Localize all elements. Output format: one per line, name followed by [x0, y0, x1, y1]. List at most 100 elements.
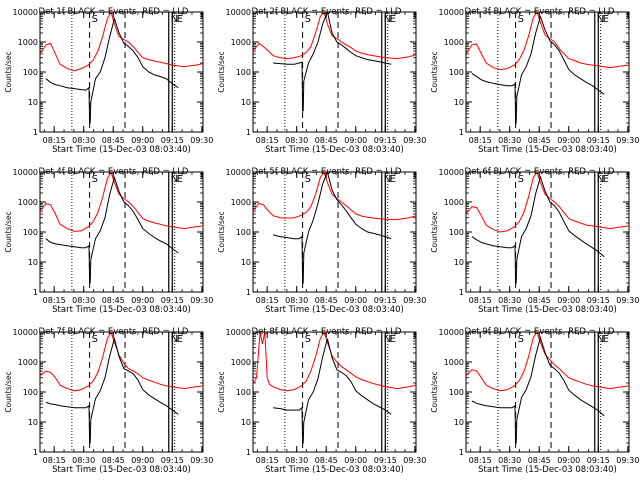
- series-line-events: [45, 175, 179, 284]
- y-tick-label: 10000: [13, 168, 38, 177]
- series-group: [253, 332, 416, 444]
- series-group: [466, 332, 629, 444]
- x-tick-label: 09:30: [616, 456, 639, 465]
- chart-panel-4: 1 10 100 1000 10000 08:15 08:30 08:45 09:00 09:15…: [4, 167, 213, 315]
- y-tick-label: 100: [449, 388, 464, 397]
- series-line-lld: [253, 12, 416, 60]
- x-axis-label: Start Time (15-Dec-03 08:03:40): [478, 305, 617, 315]
- x-tick-label: 09:30: [403, 296, 426, 305]
- y-tick-label: 1000: [444, 198, 464, 207]
- x-tick-label: 09:00: [557, 136, 580, 145]
- series-line-events: [45, 16, 179, 124]
- x-tick-label: 09:00: [344, 296, 367, 305]
- series-line-events: [273, 12, 392, 112]
- series-line-events: [471, 175, 605, 284]
- y-tick-label: 10: [241, 258, 251, 267]
- y-axis-label: Counts/sec: [4, 371, 13, 412]
- y-tick-label: 10: [241, 98, 251, 107]
- series-group: [40, 332, 203, 444]
- x-tick-label: 08:30: [285, 296, 308, 305]
- chart-panel-8: 1 10 100 1000 10000 08:15 08:30 08:45 09:00 09:15…: [217, 327, 426, 475]
- x-tick-label: 09:15: [374, 136, 397, 145]
- x-tick-label: 08:15: [469, 296, 492, 305]
- y-tick-label: 100: [449, 68, 464, 77]
- series-group: [253, 172, 416, 284]
- x-tick-label: 09:30: [190, 456, 213, 465]
- series-line-events: [471, 335, 605, 444]
- y-tick-label: 10: [454, 258, 464, 267]
- y-tick-label: 1000: [231, 198, 251, 207]
- marker-label: S: [518, 174, 524, 185]
- x-tick-label: 09:15: [374, 296, 397, 305]
- series-group: [466, 172, 629, 284]
- series-line-lld: [40, 172, 203, 232]
- y-axis-label: Counts/sec: [217, 211, 226, 252]
- x-tick-label: 08:45: [315, 296, 338, 305]
- x-tick-label: 08:15: [256, 136, 279, 145]
- x-axis-label: Start Time (15-Dec-03 08:03:40): [478, 145, 617, 155]
- chart-title: Det 8f BLACK = Events, RED = LLD: [252, 327, 402, 337]
- x-tick-label: 08:30: [72, 136, 95, 145]
- y-tick-label: 10: [454, 418, 464, 427]
- marker-label: E: [177, 174, 183, 185]
- chart-panel-7: 1 10 100 1000 10000 08:15 08:30 08:45 09:00 09:15…: [4, 327, 213, 475]
- x-tick-label: 09:30: [403, 136, 426, 145]
- x-tick-label: 09:15: [587, 456, 610, 465]
- y-tick-label: 1: [246, 288, 251, 297]
- chart-title: Det 6f BLACK = Events, RED = LLD: [465, 167, 615, 177]
- y-tick-label: 1000: [444, 38, 464, 47]
- marker-label: E: [177, 334, 183, 345]
- x-tick-label: 08:30: [498, 296, 521, 305]
- y-tick-label: 1000: [18, 198, 38, 207]
- plot-frame: [252, 331, 417, 453]
- plot-frame: [252, 11, 417, 133]
- series-line-lld: [253, 172, 416, 221]
- plot-frame: [39, 171, 204, 293]
- chart-title: Det 4f BLACK = Events, RED = LLD: [39, 167, 189, 177]
- x-axis-label: Start Time (15-Dec-03 08:03:40): [478, 465, 617, 475]
- x-tick-label: 09:00: [557, 456, 580, 465]
- marker-label: N: [597, 14, 604, 25]
- y-tick-label: 1000: [18, 358, 38, 367]
- x-tick-label: 09:30: [616, 296, 639, 305]
- y-tick-label: 1: [33, 128, 38, 137]
- y-tick-label: 10000: [226, 328, 251, 337]
- y-tick-label: 1: [33, 448, 38, 457]
- chart-panel-5: 1 10 100 1000 10000 08:15 08:30 08:45 09:00 09:15…: [217, 167, 426, 315]
- chart-panel-6: 1 10 100 1000 10000 08:15 08:30 08:45 09:00 09:15…: [430, 167, 639, 315]
- x-tick-label: 08:30: [285, 136, 308, 145]
- marker-label: N: [171, 334, 178, 345]
- x-tick-label: 08:15: [469, 136, 492, 145]
- series-line-events: [272, 172, 392, 284]
- marker-label: E: [390, 174, 396, 185]
- x-axis-label: Start Time (15-Dec-03 08:03:40): [52, 305, 191, 315]
- series-group: [253, 12, 416, 112]
- x-tick-label: 08:15: [43, 456, 66, 465]
- x-tick-label: 09:00: [344, 136, 367, 145]
- series-group: [40, 12, 203, 124]
- x-tick-label: 09:00: [344, 456, 367, 465]
- chart-panel-3: 1 10 100 1000 10000 08:15 08:30 08:45 09:00 09:15…: [430, 7, 639, 155]
- y-tick-label: 10: [241, 418, 251, 427]
- x-tick-label: 08:15: [43, 296, 66, 305]
- y-axis-label: Counts/sec: [217, 371, 226, 412]
- series-line-lld: [253, 332, 416, 392]
- y-tick-label: 10000: [13, 8, 38, 17]
- marker-label: S: [305, 174, 311, 185]
- x-tick-label: 09:15: [161, 296, 184, 305]
- x-tick-label: 09:30: [616, 136, 639, 145]
- x-tick-label: 08:15: [256, 456, 279, 465]
- marker-label: E: [603, 174, 609, 185]
- x-tick-label: 08:15: [256, 296, 279, 305]
- y-tick-label: 100: [236, 68, 251, 77]
- y-tick-label: 1: [459, 288, 464, 297]
- y-tick-label: 10: [454, 98, 464, 107]
- x-tick-label: 08:45: [102, 296, 125, 305]
- y-tick-label: 1000: [231, 38, 251, 47]
- x-tick-label: 09:15: [161, 456, 184, 465]
- x-tick-label: 09:00: [131, 296, 154, 305]
- y-tick-label: 1: [33, 288, 38, 297]
- y-axis-label: Counts/sec: [430, 211, 439, 252]
- y-tick-label: 10000: [439, 8, 464, 17]
